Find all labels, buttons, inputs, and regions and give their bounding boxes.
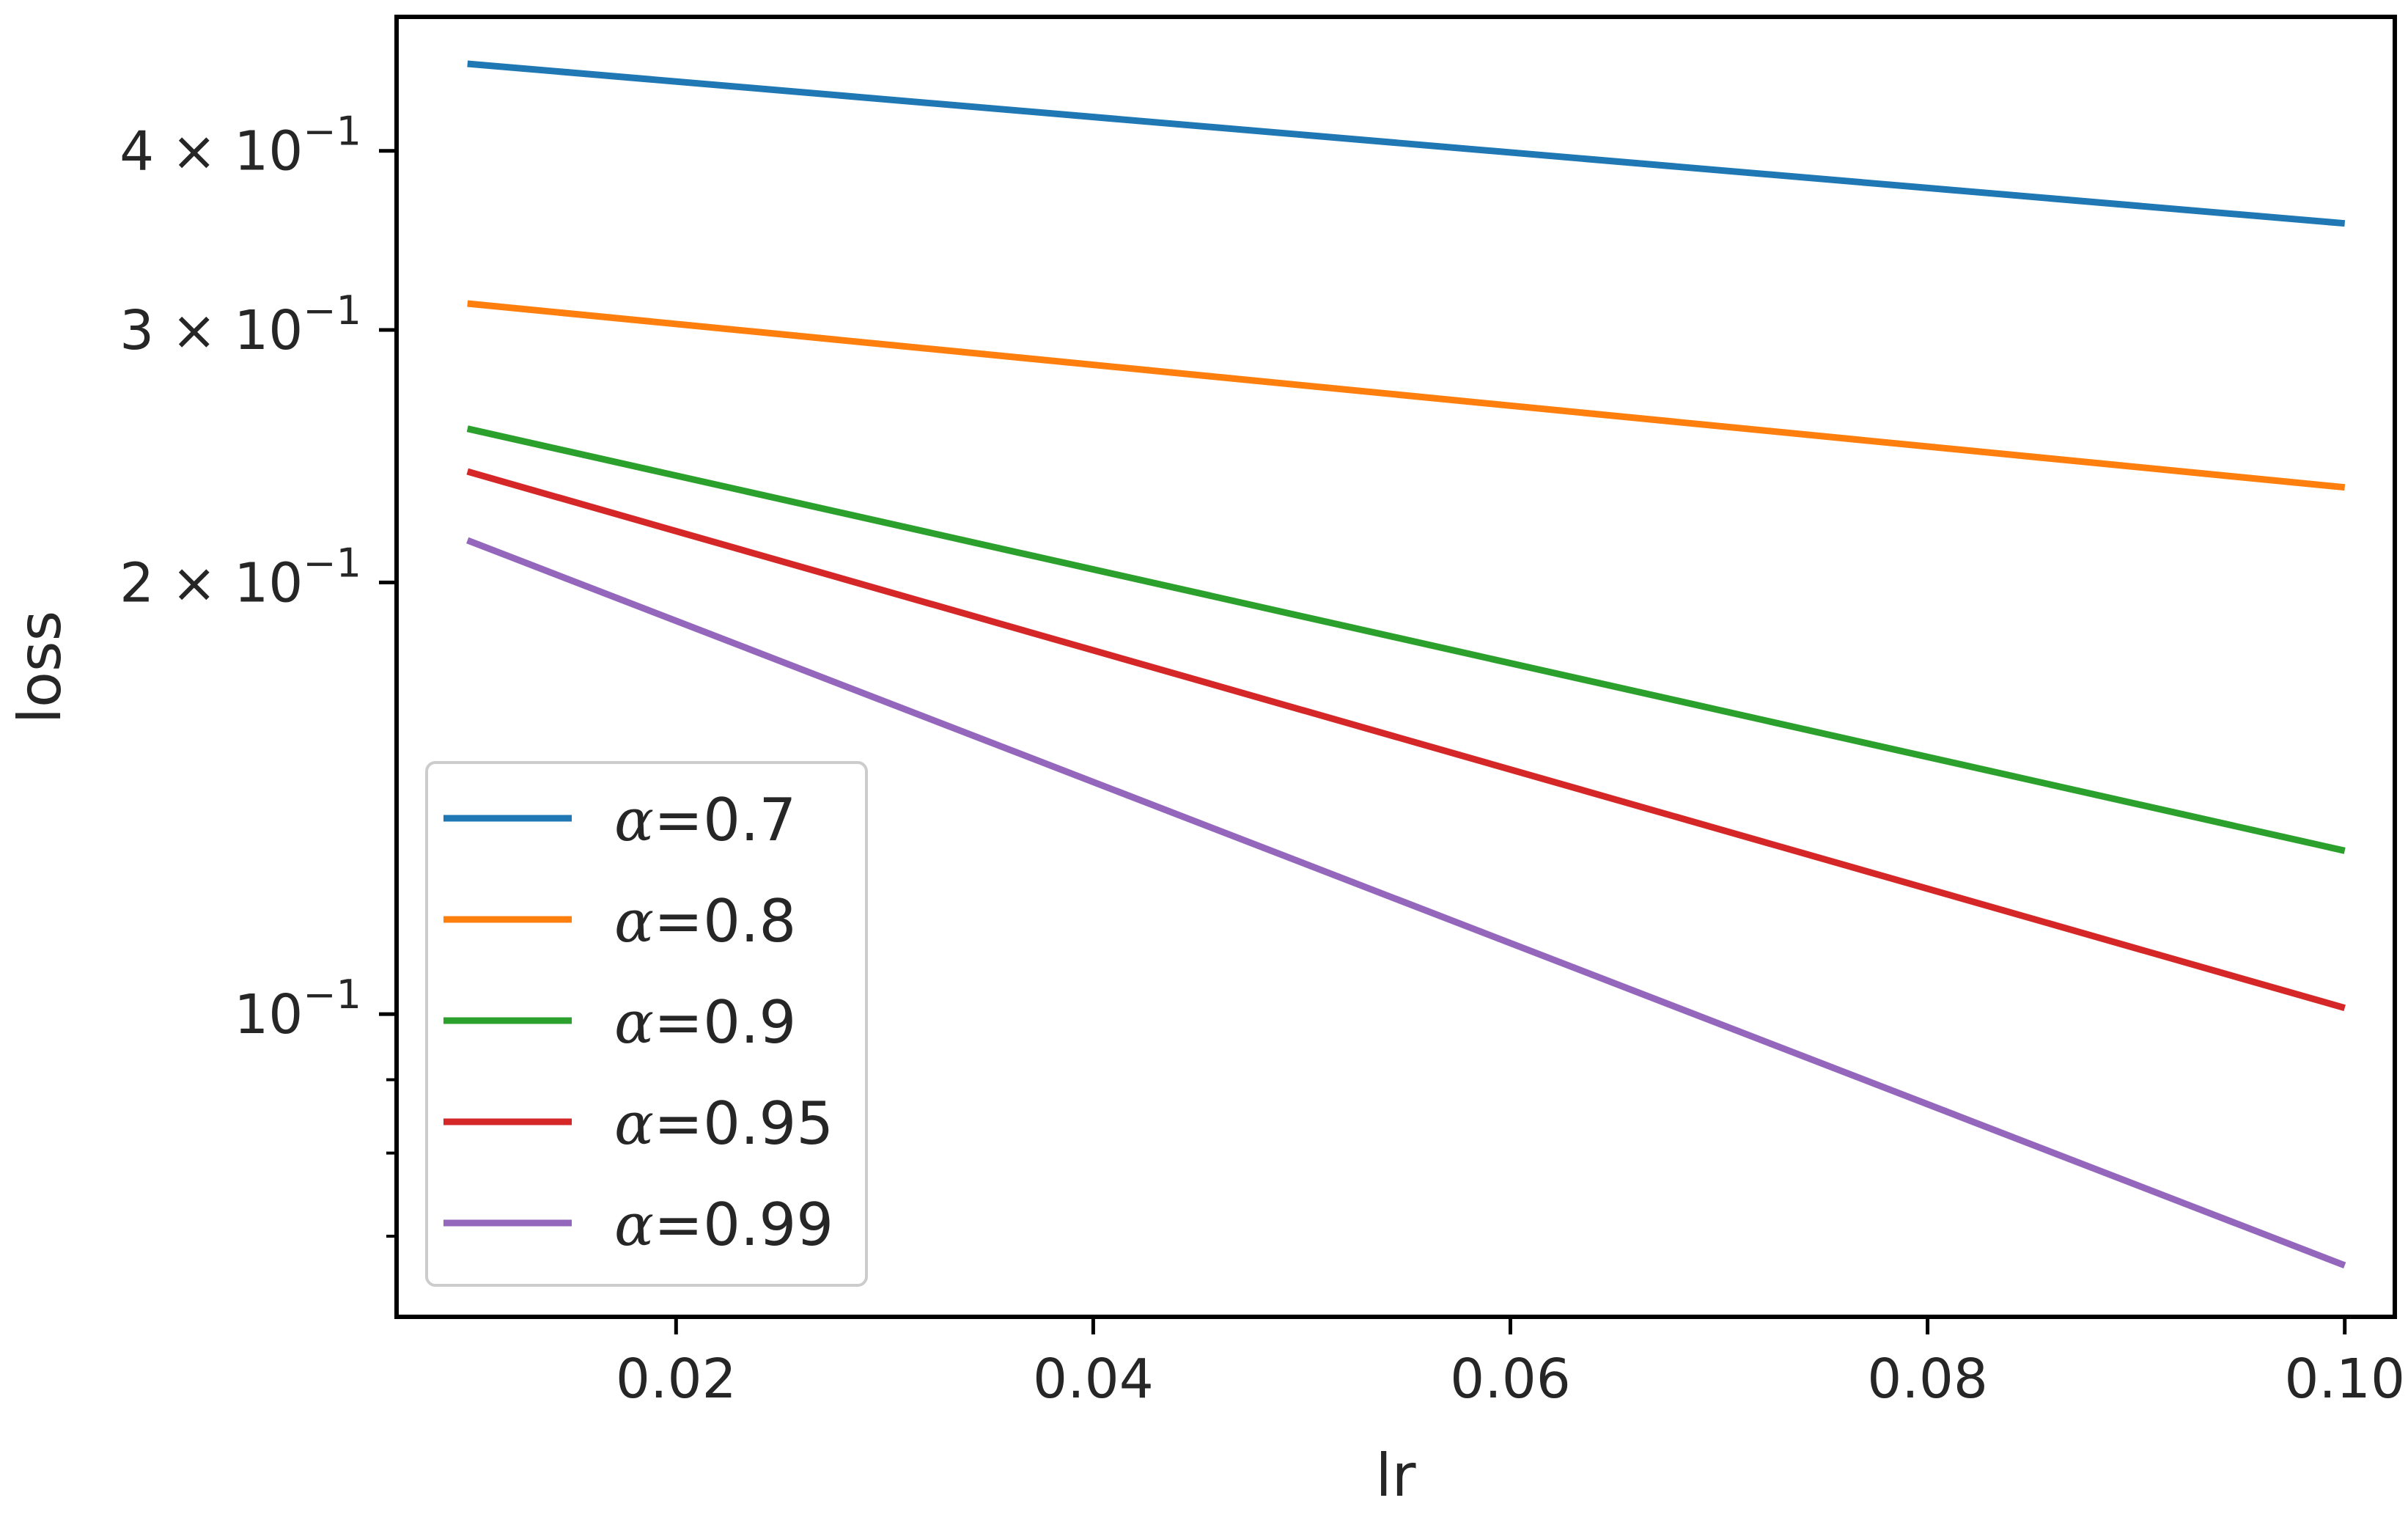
legend-label-1: α=0.7	[614, 786, 796, 854]
legend-label-5: α=0.99	[614, 1191, 833, 1259]
series-line-2	[467, 300, 2346, 491]
x-tick-label-3: 0.06	[1450, 1348, 1571, 1411]
legend-label-2: α=0.8	[614, 887, 796, 955]
y-tick-label-4: 4 × 10−1	[119, 109, 361, 183]
x-tick-label-2: 0.04	[1033, 1348, 1154, 1411]
y-tick-label-2: 2 × 10−1	[119, 540, 361, 614]
series-line-1	[467, 60, 2346, 227]
legend-label-3: α=0.9	[614, 988, 796, 1057]
x-tick-label-5: 0.10	[2284, 1348, 2405, 1411]
series-line-3	[466, 425, 2346, 854]
x-tick-label-1: 0.02	[616, 1348, 737, 1411]
series-line-5	[466, 537, 2346, 1268]
y-axis-label: loss	[6, 611, 74, 724]
plot-frame	[394, 15, 2397, 1319]
legend-frame	[425, 761, 868, 1287]
legend-label-4: α=0.95	[614, 1090, 833, 1158]
legend: α=0.7 α=0.8 α=0.9 α=0.95 α=0.99	[425, 761, 868, 1287]
y-tick-label-3: 3 × 10−1	[119, 287, 361, 362]
x-axis: 0.02 0.04 0.06 0.08 0.10	[616, 1317, 2405, 1411]
plot-lines	[466, 60, 2346, 1268]
x-axis-label: lr	[1375, 1441, 1415, 1510]
y-axis: 10−1 2 × 10−1 3 × 10−1 4 × 10−1	[119, 109, 397, 1238]
x-tick-label-4: 0.08	[1867, 1348, 1988, 1411]
y-tick-label-1: 10−1	[234, 971, 361, 1046]
series-line-4	[466, 468, 2346, 1012]
